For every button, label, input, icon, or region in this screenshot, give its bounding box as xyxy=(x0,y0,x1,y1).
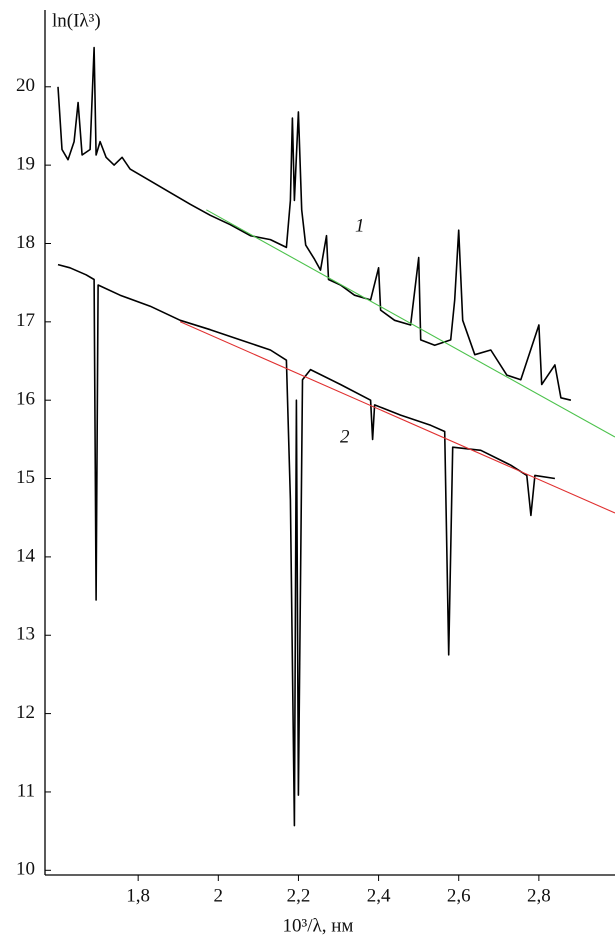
y-tick-label: 20 xyxy=(16,75,35,96)
x-tick-label: 2 xyxy=(214,885,224,906)
x-tick-label: 2,2 xyxy=(287,885,311,906)
y-tick-label: 18 xyxy=(16,232,35,253)
y-tick-label: 15 xyxy=(16,467,35,488)
x-tick-label: 2,8 xyxy=(527,885,551,906)
data-line xyxy=(179,321,615,514)
y-tick-label: 11 xyxy=(17,780,35,801)
y-tick-label: 10 xyxy=(16,859,35,880)
y-tick-label: 17 xyxy=(16,310,35,331)
y-tick-label: 19 xyxy=(16,153,35,174)
data-line xyxy=(206,209,615,438)
x-axis-label: 10³/λ, нм xyxy=(283,915,354,936)
x-tick-label: 2,6 xyxy=(447,885,471,906)
series-annotation: 1 xyxy=(355,215,365,236)
y-tick-label: 13 xyxy=(16,624,35,645)
y-axis-label: ln(Iλ³) xyxy=(52,10,101,31)
x-tick-label: 2,4 xyxy=(367,885,391,906)
y-tick-label: 16 xyxy=(16,389,35,410)
data-line xyxy=(57,263,556,827)
data-line xyxy=(57,46,572,401)
x-tick-label: 1,8 xyxy=(126,885,150,906)
series-annotation: 2 xyxy=(340,426,350,447)
y-tick-label: 14 xyxy=(16,545,36,566)
y-tick-label: 12 xyxy=(16,702,35,723)
